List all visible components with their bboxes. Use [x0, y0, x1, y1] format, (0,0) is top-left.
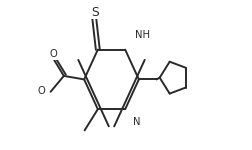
Text: NH: NH — [134, 30, 149, 40]
Text: N: N — [133, 117, 140, 127]
Text: O: O — [49, 49, 57, 59]
Text: O: O — [37, 86, 45, 96]
Text: S: S — [91, 6, 99, 18]
